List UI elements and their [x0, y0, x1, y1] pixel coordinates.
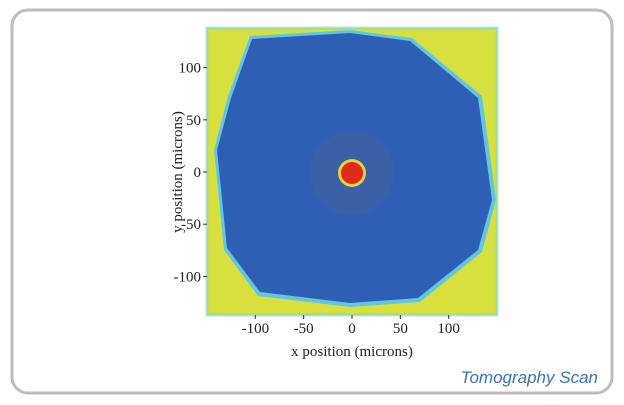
y-tick-label: -100 — [174, 269, 202, 285]
y-axis-label: y position (microns) — [170, 111, 186, 233]
caption: Tomography Scan — [461, 368, 598, 387]
y-tick-label: -50 — [181, 217, 201, 233]
y-tick-label: 100 — [179, 61, 202, 77]
x-axis-label: x position (microns) — [291, 344, 413, 360]
scan-image — [205, 26, 499, 317]
x-tick-label: 50 — [393, 321, 408, 337]
x-tick-label: -100 — [242, 321, 270, 337]
scan-center — [341, 162, 363, 184]
y-tick-label: 0 — [194, 165, 202, 181]
y-tick-label: 50 — [186, 113, 201, 129]
x-tick-label: 100 — [437, 321, 460, 337]
x-tick-label: 0 — [348, 321, 356, 337]
x-tick-label: -50 — [294, 321, 314, 337]
